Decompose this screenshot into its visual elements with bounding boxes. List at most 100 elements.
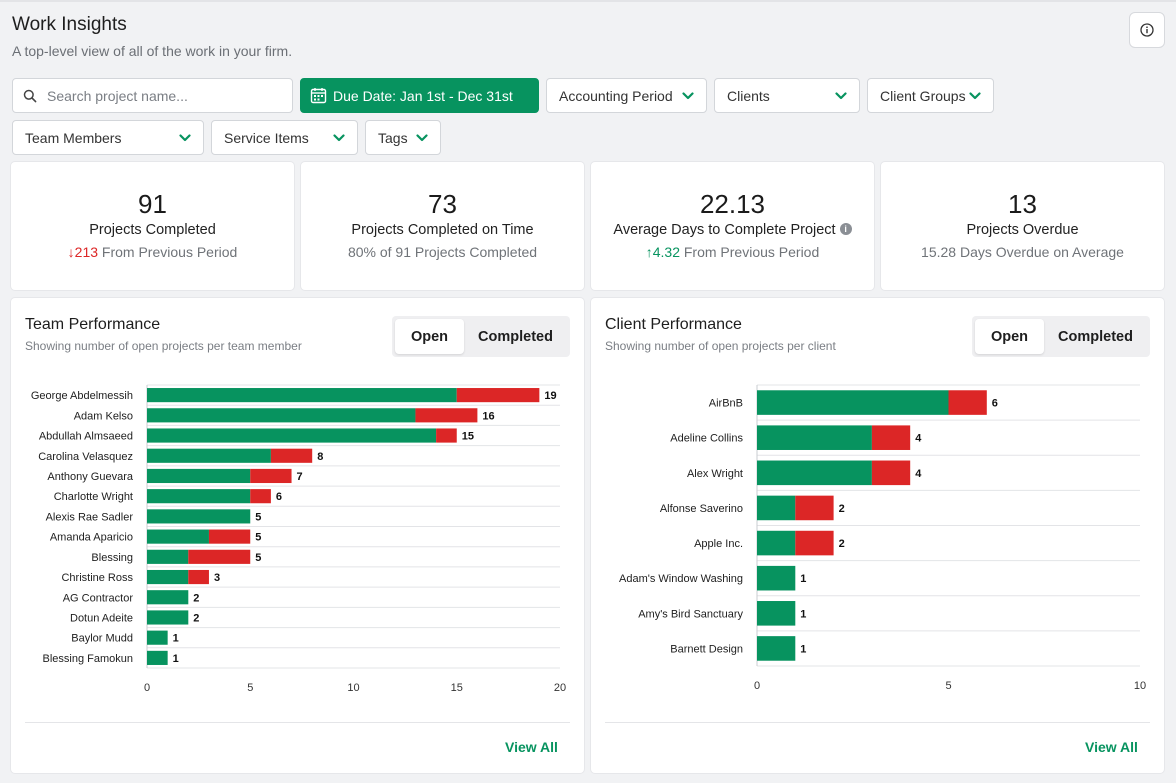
chevron-down-icon	[835, 91, 847, 99]
due-date-filter[interactable]: Due Date: Jan 1st - Dec 31st	[300, 78, 539, 113]
bar-value-label: 2	[839, 503, 845, 515]
client-groups-label: Client Groups	[880, 87, 966, 104]
bar-segment-overdue	[795, 530, 834, 556]
bar-segment-on-track	[757, 460, 872, 486]
client-performance-chart: AirBnB 6 Adeline Collins 4 Alex Wright 4 Alfon…	[619, 384, 1146, 692]
x-tick-label: 5	[945, 680, 951, 692]
bar-segment-on-track	[147, 650, 168, 665]
toggle-completed[interactable]: Completed	[478, 328, 553, 345]
bar-value-label: 1	[800, 608, 806, 620]
bar-value-label: 1	[173, 653, 179, 665]
info-button[interactable]	[1129, 12, 1165, 48]
bar-segment-overdue	[795, 495, 834, 521]
category-label: Blessing Famokun	[43, 653, 134, 665]
search-input[interactable]	[47, 87, 267, 104]
stat-delta-text: From Previous Period	[683, 244, 820, 260]
team-performance-panel: Team Performance Showing number of open …	[11, 298, 584, 773]
x-tick-label: 15	[451, 682, 463, 694]
stat-delta: ↑4.32 From Previous Period	[591, 244, 874, 260]
stat-sub: 15.28 Days Overdue on Average	[921, 244, 1124, 260]
bar-segment-overdue	[208, 529, 251, 544]
search-box[interactable]	[12, 78, 293, 113]
category-label: Dotun Adeite	[70, 612, 133, 624]
stat-label: Projects Completed on Time	[351, 222, 534, 238]
open-completed-toggle: Open Completed	[392, 316, 570, 357]
category-label: Christine Ross	[61, 572, 133, 584]
bar-value-label: 5	[255, 532, 261, 544]
toggle-completed[interactable]: Completed	[1058, 328, 1133, 345]
bar-segment-on-track	[147, 529, 209, 544]
stat-label: Average Days to Complete Project	[613, 222, 836, 238]
view-all-link[interactable]: View All	[1085, 739, 1138, 755]
category-label: Baylor Mudd	[71, 633, 133, 645]
chevron-down-icon	[969, 91, 981, 99]
stat-delta-value: 213	[74, 244, 99, 260]
x-tick-label: 0	[754, 680, 760, 692]
bar-value-label: 5	[255, 511, 261, 523]
bar-segment-overdue	[415, 408, 478, 423]
category-label: Alfonse Saverino	[660, 503, 743, 515]
stat-card-completed-on-time: 73 Projects Completed on Time 80% of 91 …	[301, 162, 584, 290]
toggle-open[interactable]: Open	[395, 319, 464, 354]
bar-segment-on-track	[757, 636, 796, 661]
bar-value-label: 4	[915, 433, 922, 445]
bar-segment-on-track	[147, 590, 189, 605]
category-label: Charlotte Wright	[54, 491, 133, 503]
clients-label: Clients	[727, 87, 770, 104]
tags-filter[interactable]: Tags	[365, 120, 441, 155]
panel-title: Team Performance	[25, 316, 161, 333]
info-icon[interactable]: i	[839, 223, 852, 236]
client-groups-filter[interactable]: Client Groups	[867, 78, 994, 113]
category-label: Abdullah Almsaeed	[39, 431, 133, 443]
bar-value-label: 19	[544, 390, 556, 402]
bar-segment-overdue	[871, 425, 911, 450]
toggle-open[interactable]: Open	[975, 319, 1044, 354]
x-tick-label: 10	[347, 682, 359, 694]
bar-segment-on-track	[147, 388, 457, 403]
bar-value-label: 6	[992, 398, 998, 410]
panel-divider	[605, 722, 1150, 723]
category-label: Carolina Velasquez	[38, 451, 133, 463]
category-label: Barnett Design	[670, 643, 743, 655]
view-all-link[interactable]: View All	[505, 739, 558, 755]
bar-segment-on-track	[757, 425, 872, 450]
stat-value: 73	[428, 189, 457, 219]
category-label: AG Contractor	[63, 592, 134, 604]
tags-label: Tags	[378, 129, 408, 146]
service-items-filter[interactable]: Service Items	[211, 120, 358, 155]
team-members-label: Team Members	[25, 129, 122, 146]
bar-segment-overdue	[871, 460, 911, 486]
bar-value-label: 16	[482, 410, 494, 422]
clients-filter[interactable]: Clients	[714, 78, 860, 113]
stat-value: 91	[138, 189, 167, 219]
panel-subtitle: Showing number of open projects per clie…	[605, 339, 836, 353]
accounting-period-label: Accounting Period	[559, 87, 673, 104]
bar-value-label: 8	[317, 451, 323, 463]
category-label: Amy's Bird Sanctuary	[638, 608, 743, 620]
stat-value: 22.13	[699, 189, 766, 219]
category-label: Blessing	[91, 552, 133, 564]
calendar-icon	[310, 88, 327, 104]
stat-sub: 80% of 91 Projects Completed	[347, 244, 538, 260]
bar-value-label: 5	[255, 552, 261, 564]
chevron-down-icon	[179, 133, 191, 141]
stat-delta: ↓213 From Previous Period	[11, 244, 294, 260]
info-icon	[1140, 23, 1154, 37]
x-tick-label: 20	[554, 682, 566, 694]
team-members-filter[interactable]: Team Members	[12, 120, 204, 155]
category-label: Amanda Aparicio	[50, 532, 133, 544]
stat-card-projects-completed: 91 Projects Completed ↓213 From Previous…	[11, 162, 294, 290]
bar-segment-on-track	[147, 428, 437, 443]
bar-segment-on-track	[147, 509, 251, 524]
bar-segment-on-track	[147, 448, 271, 463]
page-subtitle: A top-level view of all of the work in y…	[12, 43, 293, 59]
stat-label-row: Average Days to Complete Project i	[591, 222, 874, 238]
client-performance-panel: Client Performance Showing number of ope…	[591, 298, 1164, 773]
category-label: Alexis Rae Sadler	[46, 511, 134, 523]
service-items-label: Service Items	[224, 129, 309, 146]
bar-segment-on-track	[147, 630, 168, 645]
bar-segment-on-track	[757, 495, 796, 521]
accounting-period-filter[interactable]: Accounting Period	[546, 78, 707, 113]
category-label: George Abdelmessih	[31, 390, 133, 402]
bar-value-label: 3	[214, 572, 220, 584]
